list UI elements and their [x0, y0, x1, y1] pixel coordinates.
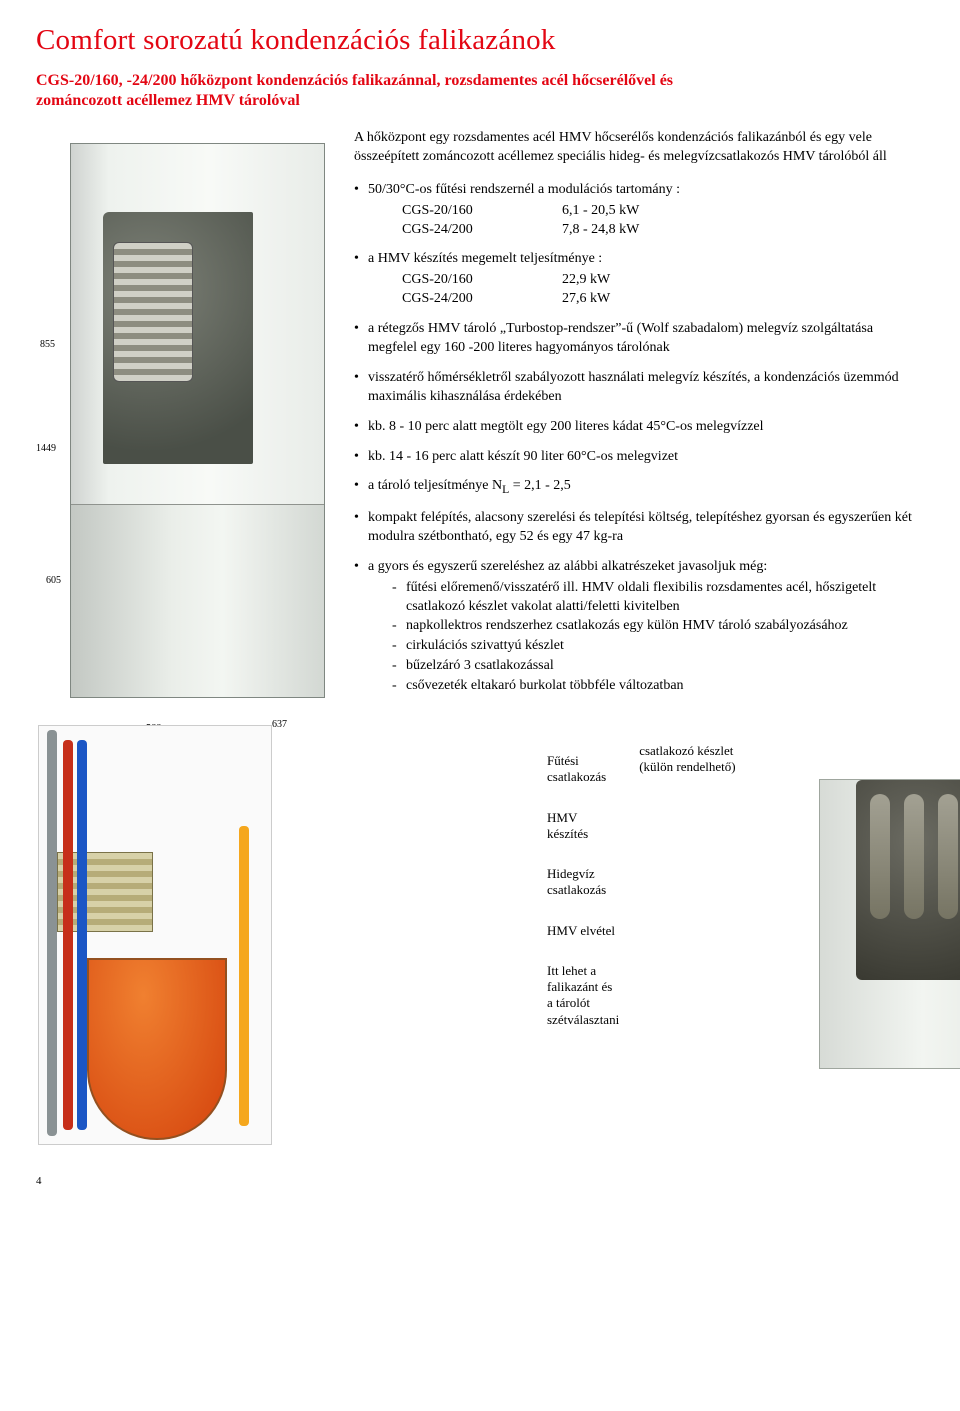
b8-s1: napkollektros rendszerhez csatlakozás eg… [392, 617, 924, 636]
right-column: A hőközpont egy rozsdamentes acél HMV hő… [354, 129, 924, 707]
b0-r0-v: 6,1 - 20,5 kW [562, 202, 639, 221]
bullet-1-table: CGS-20/16022,9 kW CGS-24/20027,6 kW [402, 271, 924, 309]
bullet-1-lead: a HMV készítés megemelt teljesítménye : [368, 251, 602, 266]
intro-paragraph: A hőközpont egy rozsdamentes acél HMV hő… [354, 129, 924, 167]
callout-coldwater: Hidegvíz csatlakozás [547, 866, 619, 899]
boiler-dimension-drawing: 370 855 1449 605 566 637 [36, 143, 336, 698]
b6-tail: = 2,1 - 2,5 [509, 478, 571, 493]
pipe-blue [77, 740, 87, 1130]
b1-r0-v: 22,9 kW [562, 271, 610, 290]
bullet-0: 50/30°C-os fűtési rendszernél a moduláci… [354, 181, 924, 240]
bullet-1: a HMV készítés megemelt teljesítménye : … [354, 250, 924, 309]
bullet-4: kb. 8 - 10 perc alatt megtölt egy 200 li… [354, 418, 924, 437]
dim-label-1449: 1449 [36, 443, 56, 454]
b8-s0: fűtési előremenő/visszatérő ill. HMV old… [392, 579, 924, 617]
bullet-list: 50/30°C-os fűtési rendszernél a moduláci… [354, 181, 924, 696]
b1-r1-v: 27,6 kW [562, 290, 610, 309]
accessory-label-l2: (külön rendelhető) [639, 759, 735, 774]
b0-r1-k: CGS-24/200 [402, 221, 562, 240]
pipe-orange [239, 826, 249, 1126]
boiler-lower-panel [71, 504, 324, 697]
schematic-wrapper [36, 713, 272, 1145]
accessory-hose-3 [938, 794, 958, 919]
bullet-6: a tároló teljesítménye NL = 2,1 - 2,5 [354, 477, 924, 498]
pipe-grey [47, 730, 57, 1136]
b0-r0-k: CGS-20/160 [402, 202, 562, 221]
boiler-photo-placeholder [70, 143, 325, 698]
bullet-7: kompakt felépítés, alacsony szerelési és… [354, 509, 924, 547]
accessory-label: csatlakozó készlet (külön rendelhető) [639, 743, 799, 776]
b1-r0-k: CGS-20/160 [402, 271, 562, 290]
b0-r1-v: 7,8 - 24,8 kW [562, 221, 639, 240]
bullet-3: visszatérő hőmérsékletről szabályozott h… [354, 369, 924, 407]
schematic-callouts: Fűtési csatlakozás HMV készítés Hidegvíz… [547, 753, 619, 1145]
bullet-8-lead: a gyors és egyszerű szereléshez az alább… [368, 559, 767, 574]
b8-s4: csővezeték eltakaró burkolat többféle vá… [392, 677, 924, 696]
pipe-red [63, 740, 73, 1130]
dim-label-637: 637 [272, 719, 287, 730]
b8-s3: bűzelzáró 3 csatlakozással [392, 657, 924, 676]
boiler-interior [103, 212, 253, 464]
bullet-5: kb. 14 - 16 perc alatt készít 90 liter 6… [354, 448, 924, 467]
b1-r1-k: CGS-24/200 [402, 290, 562, 309]
schematic-hmv-tank [87, 958, 227, 1140]
accessory-hose-1 [870, 794, 890, 919]
callout-heating: Fűtési csatlakozás [547, 753, 619, 786]
bullet-2: a rétegzős HMV tároló „Turbostop-rendsze… [354, 320, 924, 358]
b6-lead: a tároló teljesítménye N [368, 478, 502, 493]
callout-hmv-make: HMV készítés [547, 810, 619, 843]
accessory-pipe-cluster [856, 780, 960, 980]
bullet-8: a gyors és egyszerű szereléshez az alább… [354, 558, 924, 696]
heat-exchanger-coil [113, 242, 193, 382]
accessory-block: csatlakozó készlet (külön rendelhető) [639, 743, 960, 1145]
b8-s2: cirkulációs szivattyú készlet [392, 637, 924, 656]
accessory-hose-2 [904, 794, 924, 919]
bullet-0-table: CGS-20/1606,1 - 20,5 kW CGS-24/2007,8 - … [402, 202, 924, 240]
subhead: CGS-20/160, -24/200 hőközpont kondenzáci… [36, 71, 676, 111]
bullet-8-sublist: fűtési előremenő/visszatérő ill. HMV old… [392, 579, 924, 696]
dim-label-605: 605 [46, 575, 61, 586]
bullet-0-lead: 50/30°C-os fűtési rendszernél a moduláci… [368, 182, 680, 197]
page-title: Comfort sorozatú kondenzációs falikazáno… [36, 24, 924, 57]
left-column: 370 855 1449 605 566 637 [36, 129, 336, 707]
lower-block: Fűtési csatlakozás HMV készítés Hidegvíz… [36, 713, 924, 1145]
dim-label-855: 855 [40, 339, 55, 350]
callout-split: Itt lehet a falikazánt és a tárolót szét… [547, 963, 619, 1028]
hydraulic-schematic [38, 725, 272, 1145]
accessory-photo-placeholder [819, 779, 960, 1069]
page-number: 4 [36, 1175, 924, 1187]
callout-hmv-outlet: HMV elvétel [547, 923, 619, 939]
accessory-label-l1: csatlakozó készlet [639, 743, 733, 758]
